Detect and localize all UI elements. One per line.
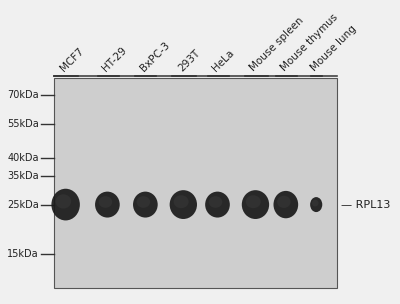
Ellipse shape xyxy=(133,192,158,218)
Ellipse shape xyxy=(95,192,120,218)
Ellipse shape xyxy=(170,190,197,219)
Ellipse shape xyxy=(274,191,298,218)
Ellipse shape xyxy=(51,189,80,220)
Ellipse shape xyxy=(56,194,71,209)
Text: MCF7: MCF7 xyxy=(58,46,86,73)
Text: 15kDa: 15kDa xyxy=(8,249,39,259)
Text: 70kDa: 70kDa xyxy=(8,90,39,100)
Ellipse shape xyxy=(242,190,269,219)
Ellipse shape xyxy=(312,200,318,206)
Ellipse shape xyxy=(310,197,322,212)
Text: 35kDa: 35kDa xyxy=(8,171,39,181)
Text: 40kDa: 40kDa xyxy=(8,154,39,164)
Ellipse shape xyxy=(136,196,150,208)
Ellipse shape xyxy=(209,196,222,208)
Ellipse shape xyxy=(205,192,230,218)
Text: Mouse thymus: Mouse thymus xyxy=(279,12,340,73)
Text: BxPC-3: BxPC-3 xyxy=(138,40,172,73)
Text: 293T: 293T xyxy=(176,48,202,73)
Text: HT-29: HT-29 xyxy=(100,45,129,73)
Ellipse shape xyxy=(99,196,112,208)
Text: 25kDa: 25kDa xyxy=(7,200,39,209)
Ellipse shape xyxy=(246,195,261,208)
Text: — RPL13: — RPL13 xyxy=(341,200,390,209)
Text: Mouse lung: Mouse lung xyxy=(309,24,358,73)
Text: Mouse spleen: Mouse spleen xyxy=(248,16,306,73)
Ellipse shape xyxy=(277,196,291,208)
Bar xyxy=(54,78,337,288)
Text: 55kDa: 55kDa xyxy=(7,119,39,129)
Ellipse shape xyxy=(174,195,189,208)
Text: HeLa: HeLa xyxy=(210,48,236,73)
